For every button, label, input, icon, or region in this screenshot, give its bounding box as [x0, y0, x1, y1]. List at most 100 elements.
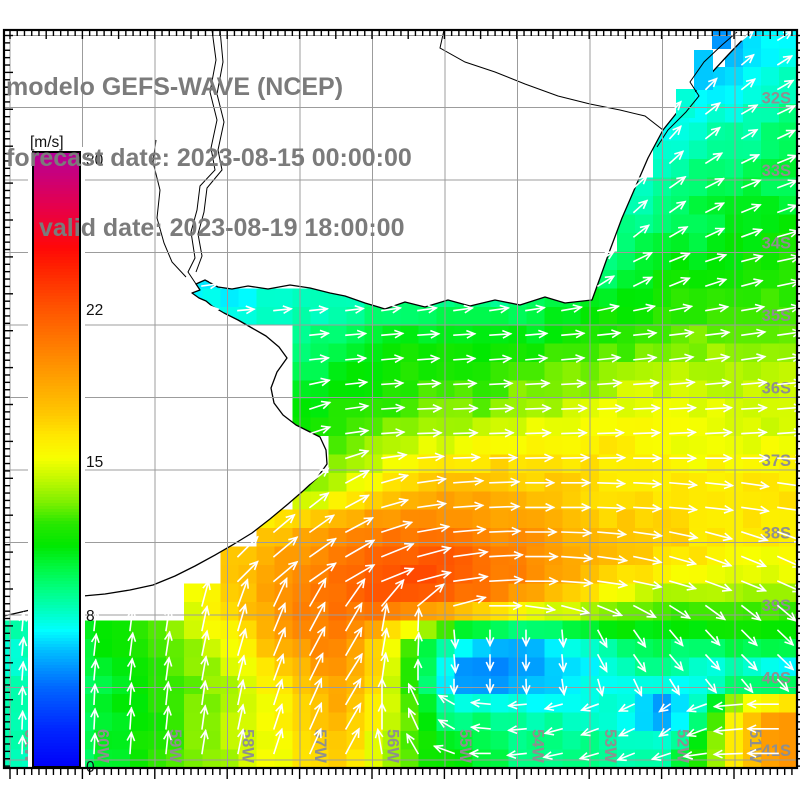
- wind-arrow: [345, 402, 370, 412]
- wind-arrow: [417, 523, 451, 533]
- wind-arrow: [344, 626, 363, 657]
- wind-arrow: [669, 580, 698, 591]
- longitude-label: 58W: [239, 729, 257, 763]
- wind-arrow: [489, 477, 521, 487]
- wind-arrow: [632, 604, 657, 619]
- wind-arrow: [237, 305, 256, 315]
- wind-arrow: [308, 677, 323, 706]
- wind-arrow: [163, 705, 172, 730]
- colorbar-tick-label: 22: [86, 302, 103, 319]
- wind-arrow: [580, 727, 600, 737]
- wind-arrow: [668, 226, 689, 238]
- wind-arrow: [633, 353, 658, 363]
- wind-arrow: [344, 516, 375, 534]
- wind-arrow: [272, 703, 284, 730]
- wind-arrow: [740, 203, 762, 214]
- wind-arrow: [669, 531, 699, 541]
- wind-arrow: [381, 451, 408, 461]
- wind-arrow: [705, 453, 734, 463]
- wind-arrow: [237, 627, 248, 656]
- longitude-label: 51W: [746, 729, 764, 763]
- wind-arrow: [525, 304, 546, 314]
- wind-arrow: [381, 428, 406, 438]
- wind-arrow: [776, 653, 795, 671]
- wind-arrow: [127, 631, 137, 656]
- wind-arrow: [525, 502, 556, 512]
- wind-arrow: [669, 453, 698, 463]
- wind-arrow: [597, 378, 623, 388]
- river-line: [187, 29, 218, 285]
- wind-arrow: [308, 701, 323, 730]
- colorbar-gradient: [33, 152, 80, 767]
- wind-arrow: [669, 353, 695, 363]
- wind-arrow: [489, 354, 513, 364]
- wind-arrow: [437, 719, 456, 730]
- wind-arrow: [17, 685, 27, 706]
- wind-arrow: [633, 479, 663, 489]
- wind-arrow: [201, 280, 220, 290]
- wind-arrow: [704, 177, 726, 189]
- wind-arrow: [489, 601, 523, 611]
- longitude-label: 55W: [456, 729, 474, 763]
- wind-arrow: [741, 505, 770, 515]
- latitude-label: 32S: [762, 90, 791, 108]
- wind-arrow: [237, 727, 246, 755]
- wind-arrow: [704, 77, 718, 91]
- wind-arrow: [705, 504, 735, 514]
- wind-arrow: [704, 653, 721, 671]
- wind-arrow: [380, 602, 390, 632]
- wind-arrow: [668, 653, 684, 672]
- wind-arrow: [704, 202, 726, 214]
- wind-arrow: [163, 680, 172, 706]
- graticule-labels: 32S33S34S35S36S37S38S39S40S41S61W60W59W5…: [21, 90, 791, 764]
- wind-arrow: [272, 602, 287, 632]
- wind-arrow: [668, 200, 687, 214]
- wind-arrow: [272, 727, 284, 755]
- wind-arrow: [236, 535, 259, 558]
- wind-arrow: [237, 703, 246, 730]
- wind-arrow: [416, 583, 445, 607]
- wind-arrow: [561, 528, 593, 538]
- wind-arrow: [417, 403, 443, 413]
- wind-arrow: [380, 520, 414, 534]
- wind-arrow: [163, 605, 173, 632]
- wind-arrow: [543, 726, 563, 736]
- wind-arrow: [740, 604, 762, 622]
- wind-arrow: [126, 730, 136, 755]
- longitude-label: 60W: [94, 729, 112, 763]
- wind-arrow: [199, 728, 209, 755]
- wind-arrow: [704, 555, 733, 568]
- title-block: modelo GEFS-WAVE (NCEP) forecast date: 2…: [6, 29, 412, 288]
- wind-arrow: [236, 560, 259, 583]
- lagoon-outline: [656, 31, 738, 148]
- wind-arrow: [633, 453, 663, 463]
- wind-arrow: [741, 453, 770, 463]
- wind-arrow: [776, 104, 797, 115]
- wind-arrow: [704, 678, 718, 694]
- wind-arrow: [453, 476, 485, 486]
- wind-arrow: [201, 305, 220, 315]
- wind-arrow: [489, 428, 515, 438]
- wind-arrow: [668, 150, 685, 165]
- wind-arrow: [485, 654, 495, 672]
- wind-arrow: [740, 128, 759, 140]
- wind-arrow: [705, 480, 735, 490]
- wind-arrow: [126, 681, 136, 706]
- wind-arrow: [201, 604, 210, 632]
- wind-arrow: [380, 542, 415, 558]
- wind-arrow: [308, 400, 332, 411]
- wind-arrow: [597, 555, 629, 565]
- wind-arrow: [561, 379, 587, 389]
- wind-arrow: [374, 727, 384, 755]
- wind-arrow: [201, 579, 211, 607]
- wind-arrow: [525, 354, 549, 364]
- wind-arrow: [596, 250, 616, 263]
- wind-arrow: [704, 102, 722, 115]
- wind-arrow: [344, 564, 376, 583]
- wind-arrow: [525, 379, 551, 389]
- wind-arrow: [380, 627, 390, 656]
- wind-arrow: [381, 354, 405, 364]
- wind-arrow: [561, 403, 588, 413]
- wind-arrow: [682, 750, 707, 760]
- wind-arrow: [617, 703, 636, 713]
